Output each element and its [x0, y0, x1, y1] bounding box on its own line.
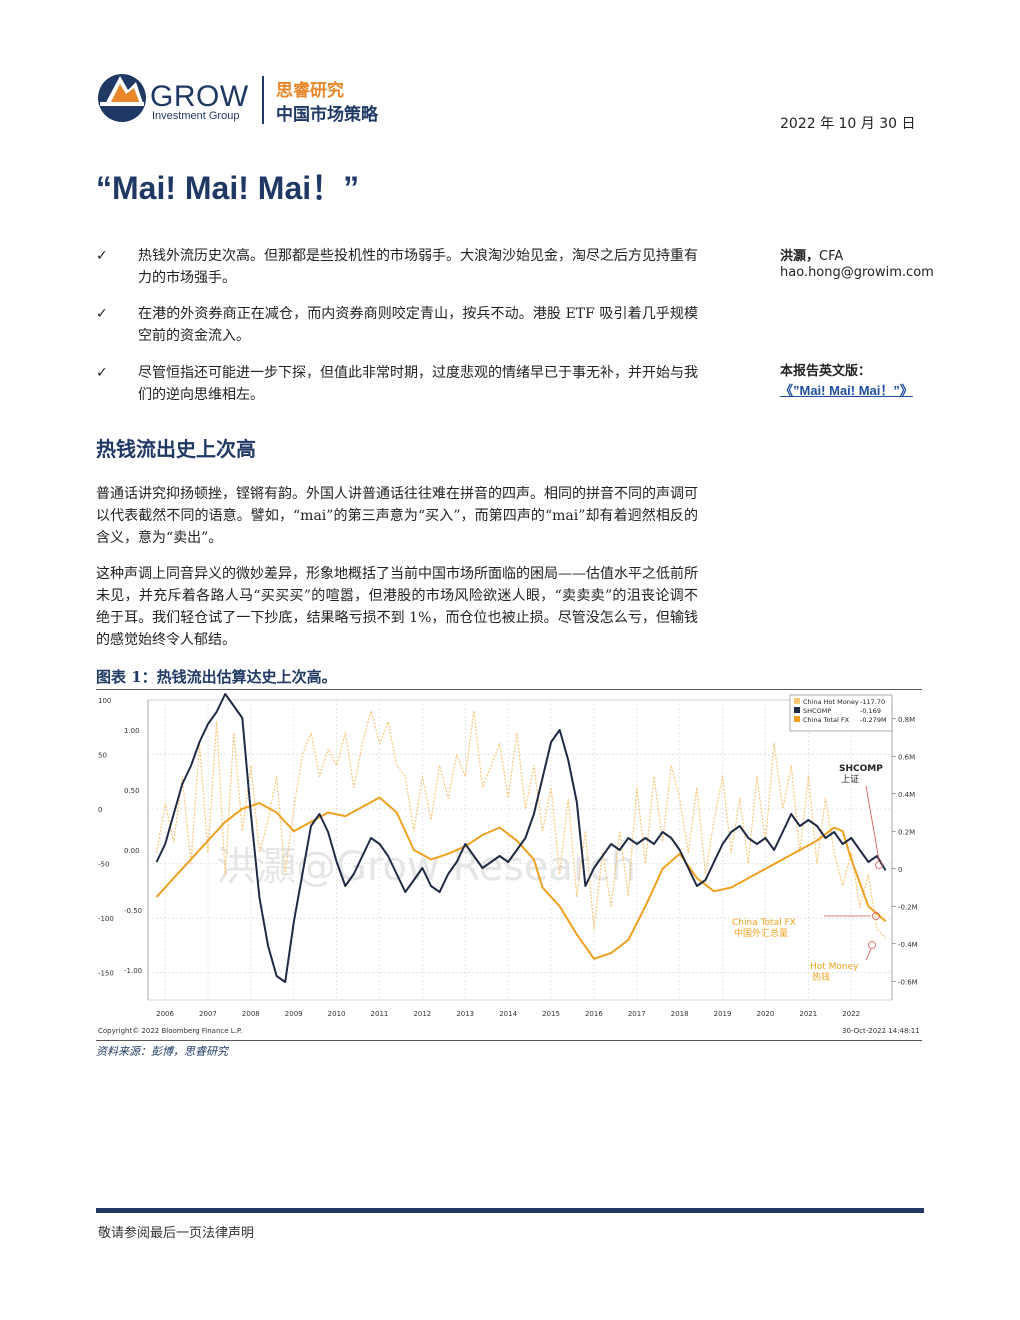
annotation-hot: Hot Money — [810, 962, 859, 972]
author-name: 洪灝，CFA — [780, 249, 844, 264]
author-email[interactable]: hao.hong@growim.com — [780, 265, 934, 280]
figure-chart: 洪灝@Grow Research 2006 2007 2008 2009 2010 201… — [96, 689, 922, 1041]
x-tick-label: 2015 — [542, 1010, 560, 1018]
marker-hot — [868, 941, 876, 949]
legend-swatch — [794, 716, 800, 722]
x-tick-label: 2008 — [242, 1010, 260, 1018]
x-tick-label: 2012 — [413, 1010, 431, 1018]
footer-disclaimer: 敬请参阅最后一页法律声明 — [98, 1226, 255, 1241]
y-tick-label-right: -0.4M — [898, 941, 918, 949]
logo-wordmark: GROW — [150, 80, 249, 113]
annotation-leaders — [824, 785, 883, 961]
chart-svg: 洪灝@Grow Research 2006 2007 2008 2009 2010 201… — [98, 693, 920, 1035]
annotation-hot-cn: 热钱 — [812, 971, 830, 983]
leader-shcomp — [865, 785, 880, 861]
bullet-text: 在港的外资券商正在减仓，而内资券商则咬定青山，按兵不动。港股 ETF 吸引着几乎… — [138, 306, 698, 344]
x-tick-label: 2019 — [714, 1010, 732, 1018]
x-tick-label: 2018 — [671, 1010, 689, 1018]
y-tick-label-outer: -150 — [98, 970, 114, 978]
y-tick-label-right: 0.4M — [898, 791, 915, 799]
footer-rule — [96, 1208, 924, 1213]
report-series: 中国市场策略 — [276, 105, 378, 125]
x-tick-label: 2016 — [585, 1010, 603, 1018]
legend-label: China Total FX — [803, 716, 850, 724]
figure-source: 资料来源：彭博，思睿研究 — [96, 1045, 228, 1058]
chart-axes: 2006 2007 2008 2009 2010 2011 2012 2013 2014 2015… — [98, 697, 918, 1018]
section-heading: 热钱流出史上次高 — [96, 437, 256, 461]
english-version-link-wrap: 《”Mai! Mai! Mai！”》 — [780, 380, 913, 399]
bullet-text: 尽管恒指还可能进一步下探，但值此非常时期，过度悲观的情绪早已于事无补，并开始与我… — [138, 365, 698, 403]
chart-watermark: 洪灝@Grow Research — [216, 844, 636, 890]
x-tick-label: 2017 — [628, 1010, 646, 1018]
y-tick-label-inner: 0.00 — [124, 847, 140, 855]
y-tick-label-right: 0.2M — [898, 828, 915, 836]
annotation-fx: China Total FX — [732, 918, 796, 928]
y-tick-label-outer: -100 — [98, 915, 114, 923]
legend-label: China Hot Money — [803, 698, 859, 706]
y-tick-label-inner: -0.50 — [124, 907, 142, 915]
series-line-china-total-fx — [155, 796, 887, 960]
x-tick-label: 2011 — [371, 1010, 389, 1018]
y-tick-label-right: -0.2M — [898, 903, 918, 911]
y-tick-label-outer: -50 — [98, 861, 109, 869]
annotation-shcomp: SHCOMP — [839, 764, 883, 774]
x-tick-label: 2013 — [456, 1010, 474, 1018]
series-line-china-hot-money — [156, 710, 887, 939]
annotation-shcomp-cn: 上证 — [841, 774, 859, 785]
english-version-label: 本报告英文版： — [780, 364, 872, 379]
chart-copyright: Copyright© 2022 Bloomberg Finance L.P. — [98, 1027, 242, 1035]
legend-label: SHCOMP — [803, 707, 831, 715]
report-date: 2022 年 10 月 30 日 — [780, 116, 916, 132]
body-paragraph: 这种声调上同音异义的微妙差异，形象地概括了当前中国市场所面临的困局——估值水平之… — [96, 566, 698, 648]
figure-title: 图表 1：热钱流出估算达史上次高。 — [96, 668, 337, 686]
legend-value: -117.70 — [860, 698, 885, 706]
english-version-link[interactable]: 《”Mai! Mai! Mai！”》 — [780, 383, 913, 398]
leader-hot — [865, 948, 872, 961]
y-tick-label-inner: -1.00 — [124, 967, 142, 975]
x-tick-label: 2021 — [799, 1010, 817, 1018]
grow-logo-icon — [98, 74, 146, 122]
x-tick-label: 2010 — [328, 1010, 346, 1018]
legend-swatch — [794, 698, 800, 704]
bullet-text: 热钱外流历史次高。但那都是些投机性的市场弱手。大浪淘沙始见金，淘尽之后方见持重有… — [138, 248, 698, 286]
marker-shcomp — [875, 861, 883, 869]
chart-legend: China Hot Money -117.70 SHCOMP -0.169 China … — [794, 698, 887, 724]
series-line-shcomp — [155, 693, 887, 983]
marker-fx — [872, 912, 880, 920]
checkmark-icon: ✓ — [96, 248, 108, 264]
brand-name: 思睿研究 — [276, 81, 344, 101]
summary-bullet: ✓ 在港的外资券商正在减仓，而内资券商则咬定青山，按兵不动。港股 ETF 吸引着… — [96, 303, 698, 347]
x-tick-label: 2006 — [156, 1010, 174, 1018]
y-tick-label-inner: 0.50 — [124, 787, 140, 795]
legend-value: -0.169 — [860, 707, 881, 715]
y-tick-label-outer: 0 — [98, 806, 102, 814]
summary-bullet: ✓ 热钱外流历史次高。但那都是些投机性的市场弱手。大浪淘沙始见金，淘尽之后方见持… — [96, 245, 698, 289]
legend-swatch — [794, 707, 800, 713]
chart-timestamp: 30-Oct-2022 14:48:11 — [842, 1027, 920, 1035]
y-tick-label-outer: 50 — [98, 752, 107, 760]
checkmark-icon: ✓ — [96, 365, 108, 381]
y-tick-label-right: 0 — [898, 866, 902, 874]
x-tick-label: 2020 — [756, 1010, 774, 1018]
chart-series-layer — [155, 693, 887, 983]
y-tick-label-inner: 1.00 — [124, 727, 140, 735]
summary-bullet: ✓ 尽管恒指还可能进一步下探，但值此非常时期，过度悲观的情绪早已于事无补，并开始… — [96, 362, 698, 406]
y-tick-label-right: 0.8M — [898, 716, 915, 724]
legend-box — [789, 694, 893, 732]
y-tick-label-right: 0.6M — [898, 753, 915, 761]
x-tick-label: 2022 — [842, 1010, 860, 1018]
report-title: “Mai! Mai! Mai！” — [96, 170, 360, 206]
x-tick-label: 2007 — [199, 1010, 217, 1018]
y-tick-label-right: -0.6M — [898, 978, 918, 986]
logo-subtitle: Investment Group — [152, 110, 240, 122]
annotation-fx-cn: 中国外汇总量 — [734, 927, 788, 939]
body-paragraph: 普通话讲究抑扬顿挫，铿锵有韵。外国人讲普通话往往难在拼音的四声。相同的拼音不同的… — [96, 486, 698, 546]
x-tick-label: 2009 — [285, 1010, 303, 1018]
header-divider — [262, 76, 264, 124]
checkmark-icon: ✓ — [96, 306, 108, 322]
y-tick-label-outer: 100 — [98, 697, 111, 705]
x-tick-label: 2014 — [499, 1010, 517, 1018]
legend-value: -0.279M — [860, 716, 887, 724]
